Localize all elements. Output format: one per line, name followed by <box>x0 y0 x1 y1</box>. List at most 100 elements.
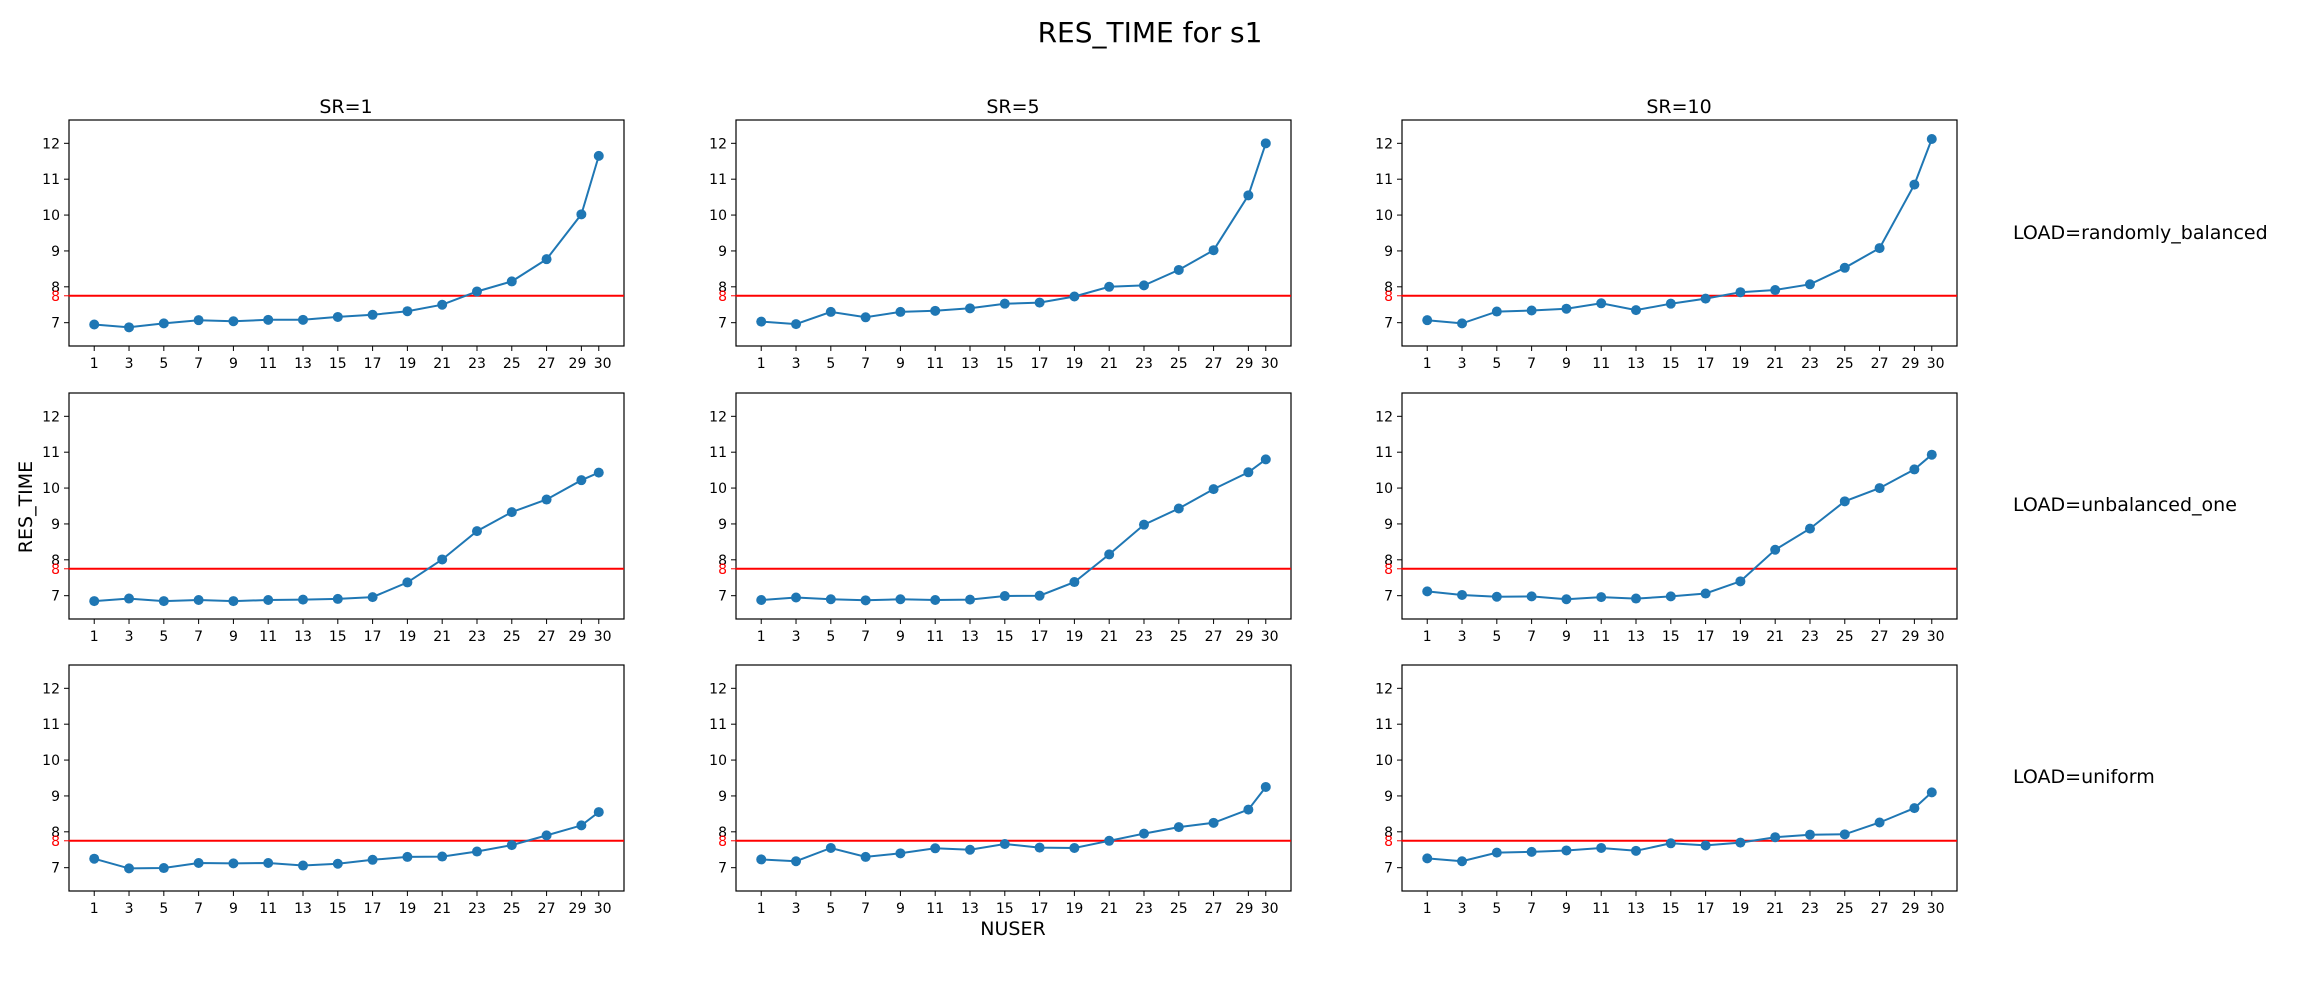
data-point <box>825 594 836 605</box>
x-tick-label: 27 <box>538 901 556 917</box>
data-point <box>756 594 767 605</box>
x-tick-label: 25 <box>1170 901 1188 917</box>
y-tick-label: 9 <box>51 244 60 260</box>
data-point <box>1104 281 1115 292</box>
threshold-tick-label: 8 <box>51 289 60 305</box>
y-tick-label: 10 <box>42 753 60 769</box>
y-tick-label: 12 <box>709 136 727 152</box>
x-tick-label: 1 <box>90 629 99 645</box>
y-tick-label: 8 <box>1384 280 1393 296</box>
series-line <box>761 458 1267 602</box>
y-tick-label: 8 <box>51 280 60 296</box>
x-tick-label: 11 <box>259 901 277 917</box>
data-point <box>1561 303 1572 314</box>
x-tick-label: 29 <box>569 356 587 372</box>
data-point <box>1700 293 1711 304</box>
x-tick-label: 9 <box>896 629 905 645</box>
x-tick-label: 25 <box>1836 629 1854 645</box>
data-point <box>791 319 802 330</box>
y-tick-label: 10 <box>709 753 727 769</box>
data-point <box>1561 845 1572 856</box>
data-point <box>89 319 100 330</box>
y-tick-label: 12 <box>709 681 727 697</box>
y-tick-label: 10 <box>42 208 60 224</box>
y-tick-label: 12 <box>1375 409 1393 425</box>
data-point <box>367 592 378 603</box>
data-point <box>1839 496 1850 507</box>
data-point <box>1735 287 1746 298</box>
x-tick-label: 13 <box>961 629 979 645</box>
x-tick-label: 17 <box>364 356 382 372</box>
data-point <box>506 507 517 518</box>
y-tick-label: 8 <box>718 280 727 296</box>
data-point <box>1874 243 1885 254</box>
x-tick-label: 9 <box>896 901 905 917</box>
x-tick-label: 7 <box>1527 356 1536 372</box>
data-point <box>1104 549 1115 560</box>
x-tick-label: 3 <box>1458 629 1467 645</box>
x-tick-label: 5 <box>1492 901 1501 917</box>
axes-frame <box>735 392 1292 620</box>
x-tick-label: 19 <box>1065 629 1083 645</box>
data-point <box>999 839 1010 850</box>
x-tick-label: 9 <box>1562 629 1571 645</box>
x-tick-label: 13 <box>294 629 312 645</box>
x-tick-label: 21 <box>1100 901 1118 917</box>
data-point <box>1631 593 1642 604</box>
y-tick-label: 8 <box>718 825 727 841</box>
data-point <box>1700 840 1711 851</box>
x-tick-label: 19 <box>398 901 416 917</box>
x-tick-label: 30 <box>1927 356 1945 372</box>
x-tick-label: 27 <box>538 629 556 645</box>
data-point <box>895 306 906 317</box>
x-tick-label: 23 <box>1801 629 1819 645</box>
y-tick-label: 10 <box>1375 753 1393 769</box>
data-point <box>367 309 378 320</box>
x-tick-label: 21 <box>1766 356 1784 372</box>
x-tick-label: 17 <box>1697 629 1715 645</box>
data-point <box>1839 829 1850 840</box>
data-point <box>1874 817 1885 828</box>
axes-frame <box>68 119 625 347</box>
threshold-tick-label: 8 <box>718 562 727 578</box>
data-point <box>1804 829 1815 840</box>
data-point <box>1260 781 1271 792</box>
data-point <box>1596 298 1607 309</box>
axes-frame <box>68 664 625 892</box>
data-point <box>1034 842 1045 853</box>
data-point <box>1069 577 1080 588</box>
data-point <box>506 840 517 851</box>
x-tick-label: 17 <box>1031 629 1049 645</box>
x-tick-label: 17 <box>364 629 382 645</box>
data-point <box>1243 467 1254 478</box>
series-line <box>93 811 600 870</box>
data-point <box>263 594 274 605</box>
data-point <box>1457 589 1468 600</box>
x-tick-label: 5 <box>159 901 168 917</box>
data-point <box>1909 179 1920 190</box>
threshold-tick-label: 8 <box>718 834 727 850</box>
data-point <box>965 303 976 314</box>
data-point <box>756 854 767 865</box>
y-tick-label: 12 <box>42 136 60 152</box>
y-tick-label: 12 <box>1375 136 1393 152</box>
data-point <box>1770 285 1781 296</box>
y-tick-label: 7 <box>1384 316 1393 332</box>
x-tick-label: 9 <box>229 356 238 372</box>
data-point <box>1665 298 1676 309</box>
data-point <box>1034 590 1045 601</box>
x-tick-label: 5 <box>1492 629 1501 645</box>
data-point <box>576 209 587 220</box>
y-tick-label: 10 <box>1375 208 1393 224</box>
x-tick-label: 30 <box>594 901 612 917</box>
data-point <box>1104 835 1115 846</box>
data-point <box>1596 842 1607 853</box>
data-point <box>930 843 941 854</box>
x-tick-label: 5 <box>159 629 168 645</box>
y-tick-label: 9 <box>718 244 727 260</box>
data-point <box>593 467 604 478</box>
y-tick-label: 9 <box>51 789 60 805</box>
x-tick-label: 19 <box>1731 901 1749 917</box>
